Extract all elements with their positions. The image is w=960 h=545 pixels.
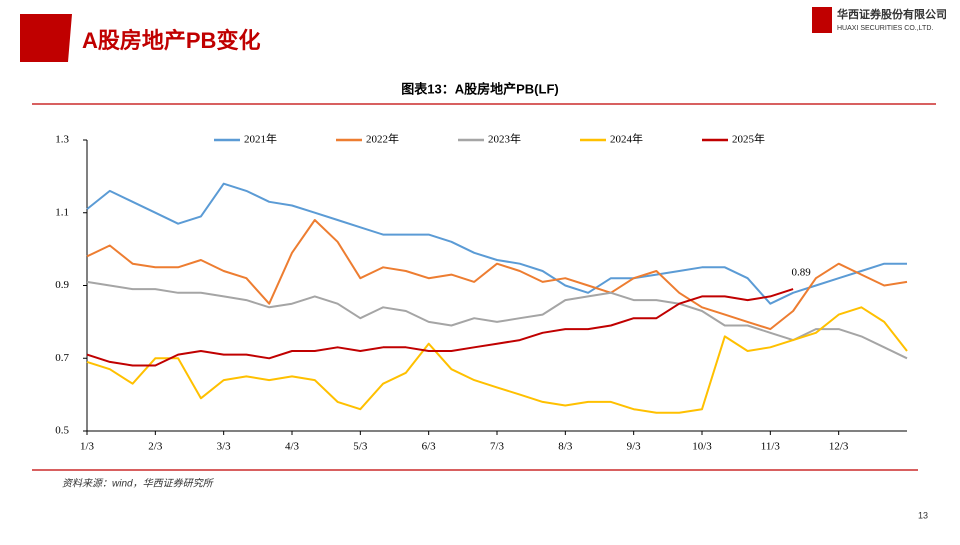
x-tick-label: 1/3 — [80, 441, 95, 453]
series-line — [86, 219, 908, 331]
y-tick-label: 0.9 — [55, 279, 69, 291]
legend-label: 2024年 — [610, 132, 643, 146]
y-tick-label: 0.7 — [55, 352, 69, 364]
x-tick-label: 8/3 — [558, 441, 573, 453]
logo-mark — [812, 7, 832, 33]
x-tick-label: 4/3 — [285, 441, 300, 453]
header-block — [20, 14, 72, 62]
x-tick-label: 7/3 — [490, 441, 505, 453]
x-tick-label: 2/3 — [148, 441, 163, 453]
company-name-en: HUAXI SECURITIES CO.,LTD. — [837, 25, 933, 32]
legend-label: 2022年 — [366, 132, 399, 146]
series-line — [86, 280, 908, 360]
series-line — [86, 288, 794, 367]
source-note: 资料来源：wind，华西证券研究所 — [62, 478, 215, 490]
x-tick-label: 12/3 — [829, 441, 849, 453]
series-line — [86, 182, 907, 305]
chart-title: 图表13：A股房地产PB(LF) — [401, 81, 558, 96]
y-tick-label: 1.1 — [55, 206, 69, 218]
x-tick-label: 10/3 — [692, 441, 712, 453]
y-tick-label: 0.5 — [55, 425, 69, 437]
slide-title: A股房地产PB变化 — [82, 28, 260, 53]
page-number: 13 — [918, 510, 928, 520]
x-tick-label: 11/3 — [761, 441, 781, 453]
x-tick-label: 6/3 — [422, 441, 437, 453]
x-tick-label: 9/3 — [627, 441, 642, 453]
y-tick-label: 1.3 — [55, 134, 69, 146]
company-name: 华西证券股份有限公司 — [837, 7, 947, 21]
series-line — [86, 306, 908, 414]
legend-label: 2021年 — [244, 132, 277, 146]
legend-label: 2025年 — [732, 132, 765, 146]
annotation: 0.89 — [791, 267, 811, 279]
x-tick-label: 5/3 — [353, 441, 368, 453]
legend-label: 2023年 — [488, 132, 521, 146]
x-tick-label: 3/3 — [217, 441, 232, 453]
